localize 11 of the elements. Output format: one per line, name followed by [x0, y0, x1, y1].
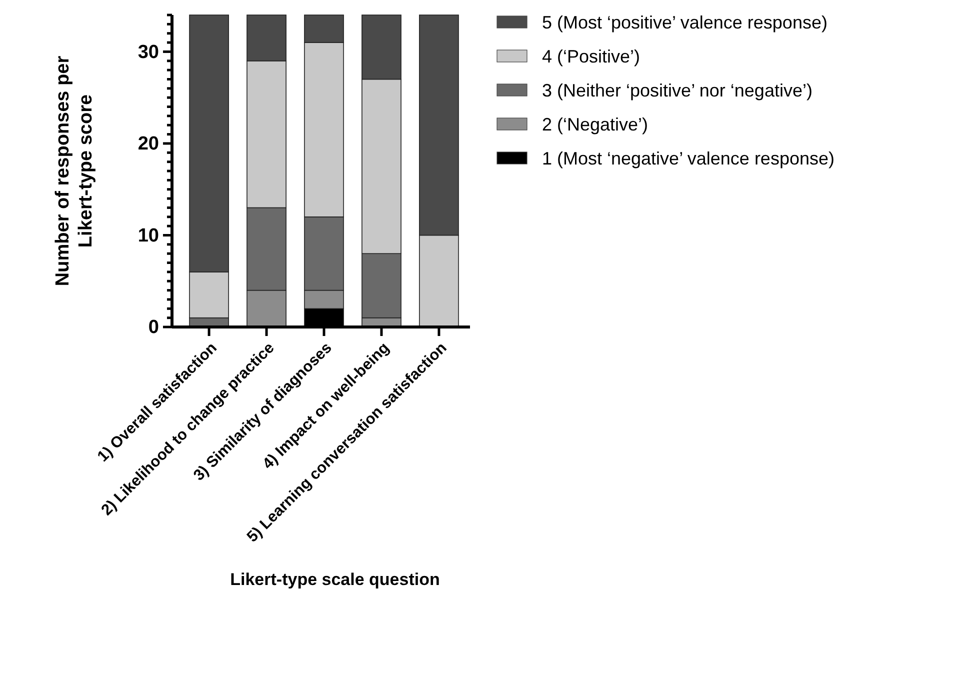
y-tick-label: 20: [138, 134, 159, 155]
legend-label: 5 (Most ‘positive’ valence response): [542, 12, 828, 32]
y-tick-label: 10: [138, 225, 159, 246]
legend-label: 1 (Most ‘negative’ valence response): [542, 148, 834, 168]
y-axis-title: Number of responses per Likert-type score: [52, 55, 96, 286]
legend-label: 4 (‘Positive’): [542, 46, 640, 66]
legend-label: 3 (Neither ‘positive’ nor ‘negative’): [542, 80, 812, 100]
legend-label: 2 (‘Negative’): [542, 114, 648, 134]
x-axis-title: Likert-type scale question: [230, 570, 440, 589]
y-tick-label: 0: [148, 317, 159, 338]
y-tick-label: 30: [138, 42, 159, 63]
